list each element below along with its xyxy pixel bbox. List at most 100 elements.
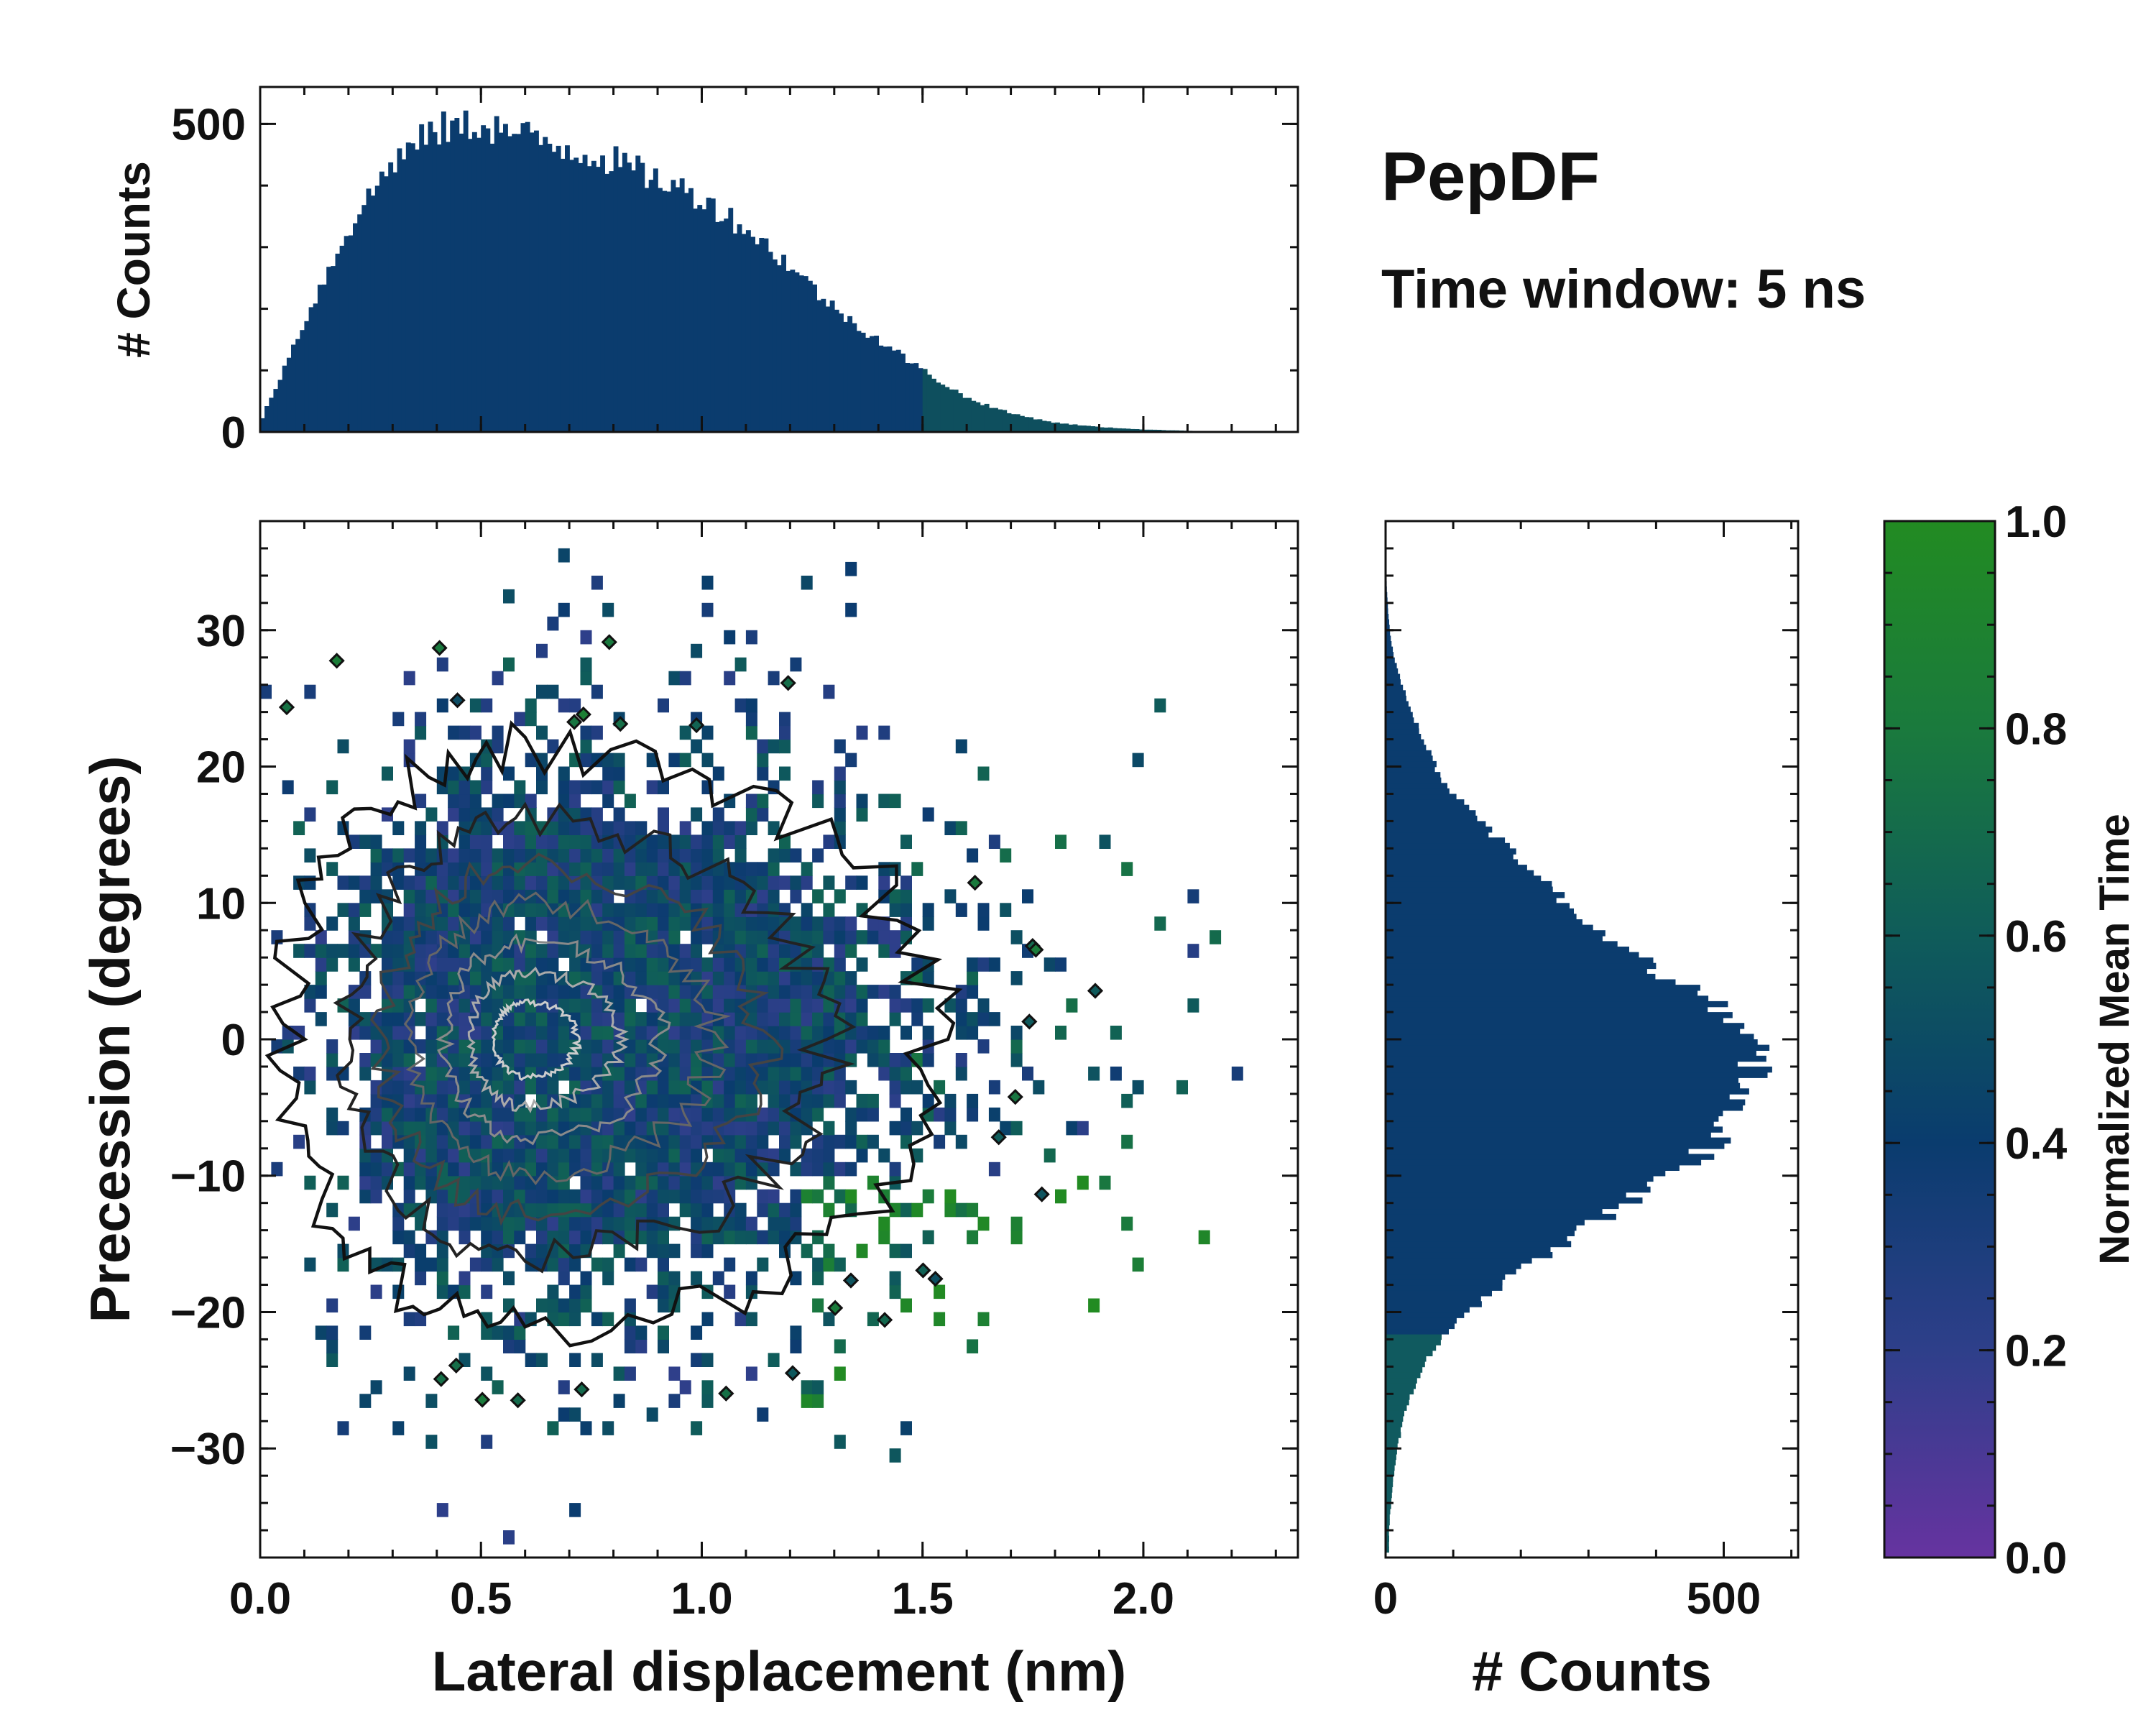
heatmap-cell	[481, 848, 493, 862]
heatmap-cell	[613, 780, 625, 795]
right-histogram-bar	[1386, 1230, 1575, 1236]
heatmap-cell	[1121, 1093, 1133, 1108]
top-histogram-bar	[392, 172, 398, 433]
right-histogram-bar	[1386, 1491, 1392, 1499]
heatmap-cell	[547, 1134, 559, 1149]
heatmap-cell	[701, 1175, 714, 1190]
heatmap-cell	[668, 1093, 681, 1108]
heatmap-cell	[580, 985, 592, 999]
right-histogram-bar	[1386, 908, 1574, 915]
density-contour	[491, 998, 582, 1081]
heatmap-cell	[658, 807, 669, 822]
heatmap-cell	[701, 575, 714, 590]
heatmap-cell	[448, 1026, 460, 1040]
heatmap-cell	[900, 875, 912, 890]
heatmap-cell	[856, 1107, 868, 1122]
heatmap-cell	[547, 944, 559, 958]
top-histogram-ylabel: # Counts	[108, 161, 160, 358]
heatmap-cell	[944, 998, 957, 1013]
heatmap-cell	[679, 1080, 691, 1095]
right-histogram-bar	[1386, 1497, 1392, 1504]
heatmap-cell	[801, 998, 813, 1013]
heatmap-cell	[613, 875, 625, 890]
right-histogram-bar	[1386, 1055, 1766, 1062]
heatmap-cell	[448, 1053, 460, 1067]
heatmap-cell	[1077, 1175, 1089, 1190]
heatmap-cell	[448, 1325, 460, 1340]
heatmap-cell	[757, 957, 769, 972]
heatmap-cell	[613, 903, 625, 917]
right-histogram-bar	[1386, 837, 1506, 844]
density-contour	[264, 720, 963, 1348]
heatmap-cell	[834, 957, 846, 972]
heatmap-cell	[955, 998, 967, 1013]
heatmap-cell	[580, 780, 592, 795]
heatmap-cell	[701, 725, 714, 740]
heatmap-cell	[315, 971, 327, 985]
heatmap-cell	[602, 916, 614, 931]
heatmap-cell	[569, 1216, 581, 1231]
heatmap-cell	[745, 1012, 757, 1026]
heatmap-cell	[779, 985, 791, 999]
heatmap-cell	[591, 684, 603, 699]
heatmap-cell	[1010, 930, 1023, 944]
heatmap-cell	[624, 1325, 636, 1340]
heatmap-cell	[757, 794, 769, 809]
heatmap-cell	[580, 1271, 592, 1286]
heatmap-cell	[757, 1134, 769, 1149]
right-histogram-bar	[1386, 1143, 1725, 1149]
heatmap-cell	[757, 1053, 769, 1067]
heatmap-cell	[370, 1189, 382, 1204]
heatmap-cell	[668, 1366, 681, 1381]
heatmap-cell	[834, 1339, 846, 1353]
right-histogram-bar	[1386, 646, 1393, 653]
heatmap-cell	[635, 1039, 648, 1054]
heatmap-cell	[503, 985, 515, 999]
top-histogram-bar	[525, 121, 530, 432]
top-histogram-bar	[556, 145, 561, 432]
heatmap-cell	[790, 889, 802, 903]
top-histogram-bar	[512, 134, 517, 432]
heatmap-cell	[889, 1053, 901, 1067]
heatmap-cell	[646, 903, 658, 917]
heatmap-cell	[591, 1093, 603, 1108]
heatmap-cell	[701, 834, 714, 849]
top-histogram-bar	[1148, 429, 1153, 432]
heatmap-cell	[712, 1189, 724, 1204]
heatmap-cell	[801, 1026, 813, 1040]
heatmap-cell	[613, 944, 625, 958]
heatmap-cell	[359, 1026, 372, 1040]
heatmap-cell	[878, 1026, 890, 1040]
heatmap-cell	[712, 766, 724, 781]
heatmap-cell	[734, 889, 747, 903]
heatmap-cell	[823, 903, 835, 917]
top-histogram-bar	[1138, 429, 1144, 432]
heatmap-cell	[779, 739, 791, 754]
heatmap-cell	[602, 1107, 614, 1122]
main-frame	[259, 520, 1299, 1559]
heatmap-cell	[691, 643, 703, 658]
right-histogram-bar	[1386, 842, 1510, 850]
heatmap-cell	[1010, 1026, 1023, 1040]
heatmap-cell	[337, 1121, 349, 1136]
heatmap-cell	[481, 1026, 493, 1040]
heatmap-cell	[326, 862, 338, 876]
heatmap-cell	[359, 1175, 372, 1190]
heatmap-cell	[934, 1312, 946, 1327]
heatmap-cell	[658, 848, 669, 862]
top-histogram-bar	[489, 143, 495, 432]
heatmap-cell	[293, 944, 305, 958]
heatmap-cell	[580, 1026, 592, 1040]
top-histogram-bar	[781, 254, 786, 432]
heatmap-cell	[724, 1284, 736, 1300]
heatmap-cell	[779, 725, 791, 740]
heatmap-cell	[1010, 1216, 1023, 1231]
heatmap-cell	[867, 1312, 879, 1327]
heatmap-cell	[724, 1257, 736, 1272]
heatmap-cell	[448, 1202, 460, 1218]
heatmap-cell	[503, 848, 515, 862]
heatmap-cell	[425, 1175, 438, 1190]
heatmap-cell	[580, 753, 592, 768]
heatmap-cell	[701, 1121, 714, 1136]
right-histogram-bar	[1386, 1154, 1715, 1160]
